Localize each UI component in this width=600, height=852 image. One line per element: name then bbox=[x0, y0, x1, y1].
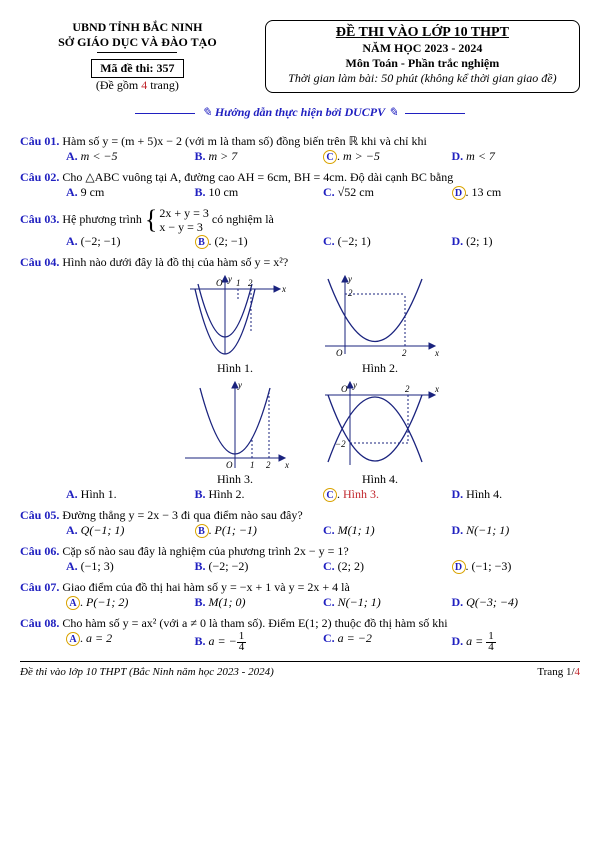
svg-text:2: 2 bbox=[405, 384, 410, 394]
svg-text:x: x bbox=[284, 460, 289, 470]
question-5: Câu 05. Đường thẳng y = 2x − 3 đi qua đi… bbox=[20, 508, 580, 538]
svg-text:O: O bbox=[226, 460, 233, 470]
svg-text:1: 1 bbox=[236, 278, 241, 288]
exam-time: Thời gian làm bài: 50 phút (không kể thờ… bbox=[270, 71, 575, 86]
page-count: (Đề gồm 4 trang) bbox=[20, 78, 255, 93]
org2: SỞ GIÁO DỤC VÀ ĐÀO TẠO bbox=[20, 35, 255, 50]
figures-row-2: Oxy 12 Hình 3. bbox=[40, 380, 580, 487]
svg-text:x: x bbox=[281, 284, 286, 294]
question-4: Câu 04. Hình nào dưới đây là đồ thị của … bbox=[20, 255, 580, 502]
question-6: Câu 06. Cặp số nào sau đây là nghiệm của… bbox=[20, 544, 580, 574]
svg-text:O: O bbox=[216, 278, 223, 288]
footer-left: Đề thi vào lớp 10 THPT (Bắc Ninh năm học… bbox=[20, 666, 274, 678]
exam-code: Mã đề thi: 357 bbox=[91, 59, 183, 78]
svg-text:x: x bbox=[434, 384, 439, 394]
graph-3: Ox y 1 2 bbox=[180, 380, 290, 470]
exam-title: ĐỀ THI VÀO LỚP 10 THPT bbox=[270, 25, 575, 41]
svg-text:−2: −2 bbox=[335, 439, 346, 449]
svg-text:x: x bbox=[434, 348, 439, 358]
question-7: Câu 07. Giao điểm của đồ thị hai hàm số … bbox=[20, 580, 580, 610]
graph-2: Ox y 2 2 bbox=[320, 274, 440, 359]
graph-1: Ox y 12 bbox=[180, 274, 290, 359]
svg-text:y: y bbox=[347, 274, 352, 284]
svg-text:y: y bbox=[237, 380, 242, 390]
footer-right: Trang 1/4 bbox=[537, 666, 580, 678]
header-left: UBND TỈNH BẮC NINH SỞ GIÁO DỤC VÀ ĐÀO TẠ… bbox=[20, 20, 255, 93]
svg-text:2: 2 bbox=[248, 278, 253, 288]
svg-text:y: y bbox=[352, 380, 357, 390]
question-1: Câu 01. Hàm số y = (m + 5)x − 2 (với m l… bbox=[20, 134, 580, 164]
svg-text:2: 2 bbox=[402, 348, 407, 358]
exam-subject: Môn Toán - Phần trắc nghiệm bbox=[270, 56, 575, 71]
exam-year: NĂM HỌC 2023 - 2024 bbox=[270, 41, 575, 56]
svg-text:O: O bbox=[336, 348, 343, 358]
svg-text:y: y bbox=[227, 274, 232, 284]
svg-text:1: 1 bbox=[250, 460, 255, 470]
question-2: Câu 02. Cho △ABC vuông tại A, đường cao … bbox=[20, 170, 580, 200]
figures-row-1: Oxy 12 Hình 1. Oxy bbox=[40, 274, 580, 376]
question-3: Câu 03. Hệ phương trình {2x + y = 3x − y… bbox=[20, 206, 580, 249]
header-right: ĐỀ THI VÀO LỚP 10 THPT NĂM HỌC 2023 - 20… bbox=[265, 20, 580, 93]
guide: ✎ Hướng dẫn thực hiện bởi DUCPV ✎ bbox=[20, 105, 580, 120]
org1: UBND TỈNH BẮC NINH bbox=[20, 20, 255, 35]
svg-text:2: 2 bbox=[266, 460, 271, 470]
question-8: Câu 08. Cho hàm số y = ax² (với a ≠ 0 là… bbox=[20, 616, 580, 653]
graph-4: Ox y 2 −2 bbox=[320, 380, 440, 470]
footer: Đề thi vào lớp 10 THPT (Bắc Ninh năm học… bbox=[20, 661, 580, 678]
svg-text:2: 2 bbox=[348, 288, 353, 298]
svg-text:O: O bbox=[341, 384, 348, 394]
